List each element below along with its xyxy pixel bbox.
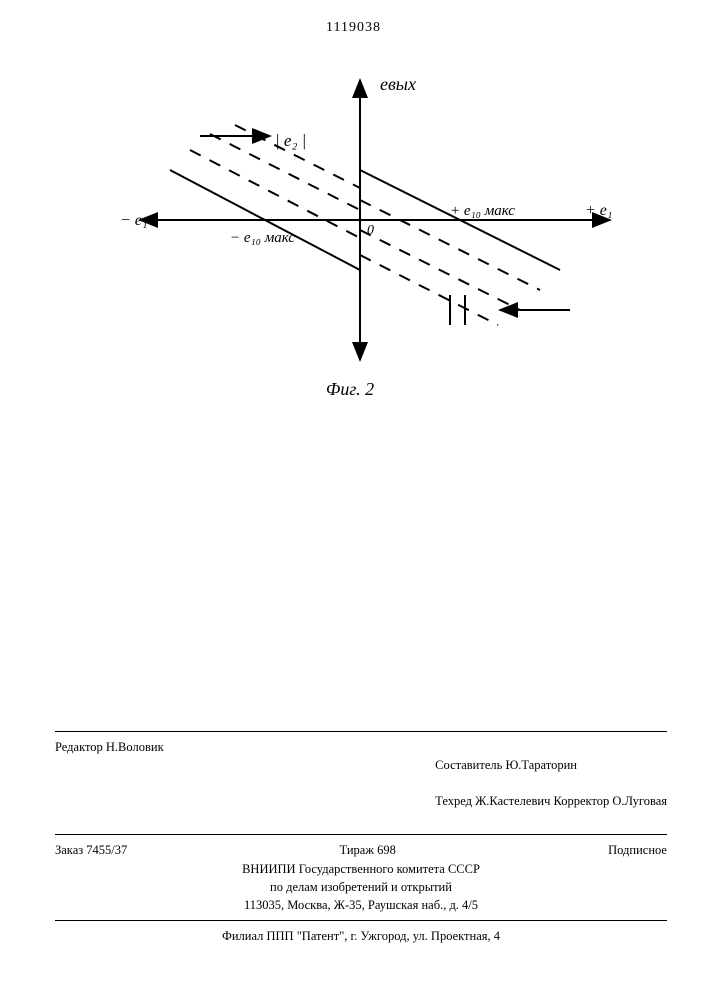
order-number: Заказ 7455/37	[55, 841, 127, 859]
figure-2: eвых 0 − e₁ + e₁ − e₁₀ макс + e₁₀ макс |…	[80, 70, 620, 400]
label-x-pos-max: + e₁₀ макс	[450, 203, 515, 219]
footer-order-row: Заказ 7455/37 Тираж 698 Подписное	[55, 841, 667, 859]
label-e2: | e₂ |	[275, 131, 306, 150]
divider	[55, 731, 667, 732]
org-line-1: ВНИИПИ Государственного комитета СССР	[55, 860, 667, 878]
editor-credit: Редактор Н.Воловик	[55, 738, 164, 829]
page: 1119038 eвых 0 − e₁ + e₁ − e₁₀ макс + e₁…	[0, 0, 707, 1000]
imprint-footer: Редактор Н.Воловик Составитель Ю.Таратор…	[55, 725, 667, 945]
label-y-axis: eвых	[380, 74, 416, 94]
org-line-2: по делам изобретений и открытий	[55, 878, 667, 896]
tirazh: Тираж 698	[340, 841, 396, 859]
subscription: Подписное	[608, 841, 667, 859]
compiler-credit: Составитель Ю.Тараторин	[435, 756, 667, 774]
figure-svg: eвых 0 − e₁ + e₁ − e₁₀ макс + e₁₀ макс |…	[80, 70, 620, 370]
label-x-neg-max: − e₁₀ макс	[230, 230, 295, 246]
figure-caption: Фиг. 2	[80, 379, 620, 400]
label-x-pos: + e₁	[585, 202, 612, 219]
techred-corrector-credit: Техред Ж.Кастелевич Корректор О.Луговая	[435, 792, 667, 810]
branch-address: Филиал ППП "Патент", г. Ужгород, ул. Про…	[55, 927, 667, 945]
label-x-neg: − e₁	[120, 212, 147, 229]
divider	[55, 834, 667, 835]
org-address: 113035, Москва, Ж-35, Раушская наб., д. …	[55, 896, 667, 914]
footer-credits-row: Редактор Н.Воловик Составитель Ю.Таратор…	[55, 738, 667, 829]
document-number: 1119038	[0, 20, 707, 36]
label-origin: 0	[367, 223, 374, 238]
divider	[55, 920, 667, 921]
compiler-techred-block: Составитель Ю.Тараторин Техред Ж.Кастеле…	[435, 738, 667, 829]
